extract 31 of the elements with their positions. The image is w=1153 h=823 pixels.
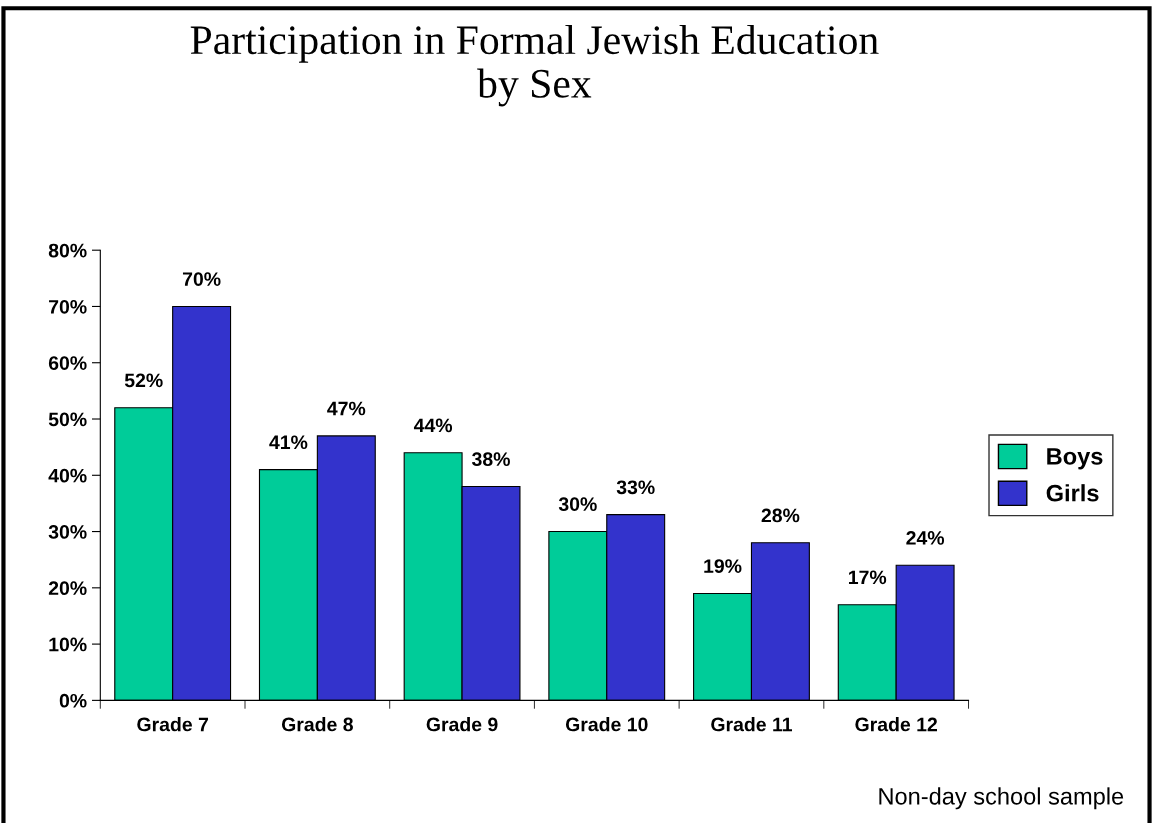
data-label: 70% [182, 272, 221, 286]
data-label: 17% [849, 570, 887, 585]
y-tick-label: 30% [48, 525, 87, 539]
data-label: 38% [471, 452, 510, 467]
x-tick-label: Grade 8 [281, 717, 353, 732]
data-label: 52% [124, 373, 163, 388]
data-label: 30% [558, 497, 597, 512]
data-label: 47% [327, 401, 366, 416]
x-tick-label: Grade 9 [426, 717, 498, 732]
chart-title: Participation in Formal Jewish Education by Sex [190, 24, 879, 107]
y-tick-label: 70% [49, 299, 87, 314]
legend-label: Boys [1047, 448, 1103, 470]
y-tick-label: 50% [48, 412, 87, 427]
x-tick-label: Grade 12 [855, 717, 938, 732]
y-tick-label: 80% [48, 243, 87, 258]
x-tick-label: Grade 7 [137, 717, 209, 732]
text: Non-day school sample [879, 787, 1124, 810]
y-tick-label: 0% [59, 693, 87, 708]
y-tick-label: 10% [49, 637, 87, 652]
y-tick-label: 20% [48, 581, 87, 596]
y-tick-label: 60% [48, 356, 87, 370]
data-label: 44% [413, 418, 453, 433]
data-label: 28% [761, 508, 800, 523]
data-label: 19% [704, 559, 742, 573]
y-tick-label: 40% [48, 468, 87, 483]
data-label: 41% [269, 435, 308, 450]
data-label: 24% [906, 531, 945, 545]
x-tick-label: Grade 11 [711, 717, 793, 732]
data-label: 33% [616, 480, 655, 495]
x-tick-label: Grade 10 [565, 717, 648, 732]
legend-label: Girls [1046, 484, 1099, 502]
